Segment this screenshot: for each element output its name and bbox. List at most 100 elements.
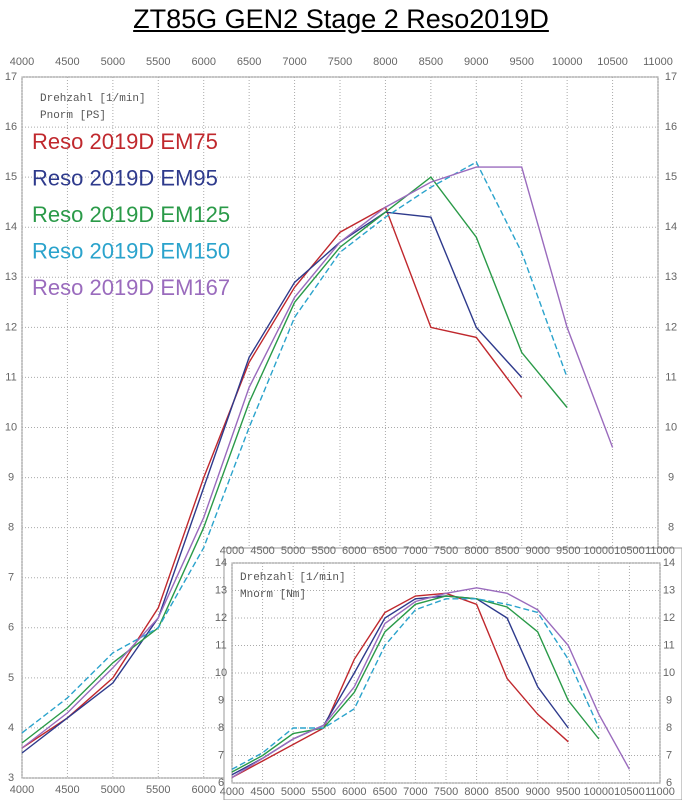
x-tick-label: 4500: [250, 545, 274, 557]
x-tick-label: 6000: [342, 786, 366, 798]
x-tick-label: 10500: [614, 545, 645, 557]
x-tick-label: 9000: [525, 786, 549, 798]
y-tick-label: 10: [665, 421, 677, 433]
y-tick-label: 17: [5, 71, 17, 83]
x-tick-label: 5500: [311, 545, 335, 557]
legend-entry: Reso 2019D EM150: [32, 238, 230, 263]
x-tick-label: 5000: [281, 786, 305, 798]
y-tick-label: 15: [665, 171, 677, 183]
x-tick-label: 7000: [403, 545, 427, 557]
x-tick-label: 6000: [191, 56, 215, 68]
y-tick-label: 13: [665, 271, 677, 283]
x-tick-label: 5500: [311, 786, 335, 798]
y-axis-label: Mnorm [Nm]: [240, 589, 306, 601]
x-tick-label: 4000: [10, 56, 34, 68]
x-tick-label: 9500: [556, 545, 580, 557]
y-tick-label: 14: [215, 557, 227, 569]
x-tick-label: 7500: [434, 545, 458, 557]
y-tick-label: 5: [8, 672, 14, 684]
x-tick-label: 8000: [373, 56, 397, 68]
y-tick-label: 11: [215, 639, 226, 651]
x-tick-label: 10500: [614, 786, 645, 798]
series-line: [231, 587, 631, 779]
x-tick-label: 10000: [552, 56, 583, 68]
y-tick-label: 8: [666, 722, 672, 734]
y-tick-label: 11: [663, 639, 674, 651]
y-axis-label: Pnorm [PS]: [40, 110, 106, 122]
x-tick-label: 7000: [282, 56, 306, 68]
x-tick-label: 5500: [146, 784, 170, 796]
x-tick-label: 9000: [525, 545, 549, 557]
x-tick-label: 4500: [55, 56, 79, 68]
x-tick-label: 8500: [419, 56, 443, 68]
x-tick-label: 6000: [342, 545, 366, 557]
x-tick-label: 5000: [281, 545, 305, 557]
y-tick-label: 12: [663, 612, 675, 624]
y-tick-label: 16: [665, 121, 677, 133]
y-tick-label: 14: [5, 221, 17, 233]
x-tick-label: 9500: [509, 56, 533, 68]
y-tick-label: 7: [8, 572, 14, 584]
series-line: [21, 206, 523, 749]
x-tick-label: 6500: [373, 786, 397, 798]
x-tick-label: 9000: [464, 56, 488, 68]
y-tick-label: 6: [666, 777, 672, 789]
x-tick-label: 7500: [434, 786, 458, 798]
legend-entry: Reso 2019D EM95: [32, 165, 218, 190]
legend-entry: Reso 2019D EM75: [32, 129, 218, 154]
y-tick-label: 6: [218, 777, 224, 789]
x-tick-label: 10000: [584, 786, 615, 798]
x-tick-label: 7000: [403, 786, 427, 798]
x-tick-label: 4000: [10, 784, 34, 796]
series-line: [21, 161, 568, 734]
y-tick-label: 7: [218, 749, 224, 761]
y-tick-label: 7: [666, 749, 672, 761]
x-tick-label: 4500: [55, 784, 79, 796]
y-tick-label: 14: [665, 221, 677, 233]
x-tick-label: 4000: [220, 786, 244, 798]
y-tick-label: 13: [215, 584, 227, 596]
y-tick-label: 4: [8, 722, 14, 734]
y-tick-label: 6: [8, 622, 14, 634]
x-tick-label: 6000: [191, 784, 215, 796]
y-tick-label: 16: [5, 121, 17, 133]
x-tick-label: 11000: [645, 545, 675, 557]
x-axis-label: Drehzahl [1/min]: [40, 93, 146, 105]
y-tick-label: 15: [5, 171, 17, 183]
legend-entry: Reso 2019D EM125: [32, 202, 230, 227]
y-tick-label: 12: [5, 321, 17, 333]
y-tick-label: 8: [8, 522, 14, 534]
y-tick-label: 10: [5, 421, 17, 433]
x-tick-label: 6500: [373, 545, 397, 557]
series-line: [21, 211, 523, 754]
x-tick-label: 6500: [237, 56, 261, 68]
x-tick-label: 5000: [101, 56, 125, 68]
x-tick-label: 11000: [643, 56, 673, 68]
y-tick-label: 9: [218, 694, 224, 706]
x-tick-label: 10500: [597, 56, 628, 68]
y-tick-label: 3: [8, 772, 14, 784]
x-tick-label: 9500: [556, 786, 580, 798]
series-line: [231, 592, 569, 779]
y-tick-label: 11: [5, 371, 16, 383]
series-line: [21, 176, 568, 744]
page-title: ZT85G GEN2 Stage 2 Reso2019D: [133, 4, 549, 34]
y-tick-label: 10: [663, 667, 675, 679]
y-tick-label: 8: [218, 722, 224, 734]
y-tick-label: 9: [668, 471, 674, 483]
x-tick-label: 8500: [495, 786, 519, 798]
y-tick-label: 12: [665, 321, 677, 333]
x-tick-label: 8000: [464, 545, 488, 557]
y-tick-label: 13: [663, 584, 675, 596]
x-tick-label: 7500: [328, 56, 352, 68]
x-tick-label: 10000: [584, 545, 615, 557]
series-line: [231, 598, 600, 770]
y-tick-label: 12: [215, 612, 227, 624]
x-tick-label: 8000: [464, 786, 488, 798]
x-tick-label: 4000: [220, 545, 244, 557]
y-tick-label: 8: [668, 522, 674, 534]
y-tick-label: 14: [663, 557, 675, 569]
x-tick-label: 5000: [101, 784, 125, 796]
